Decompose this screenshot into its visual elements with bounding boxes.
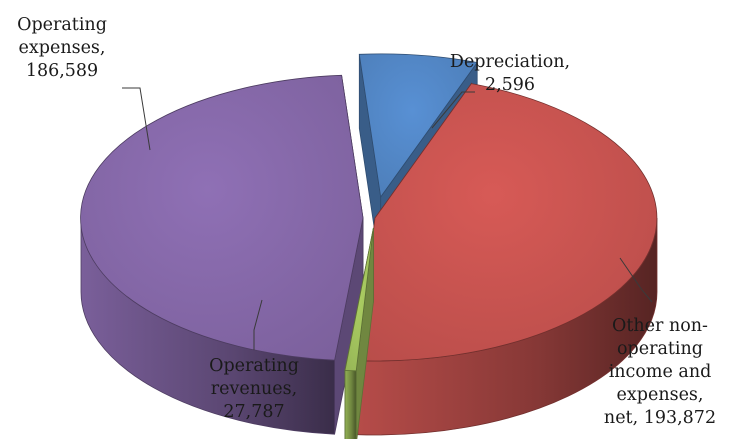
slice-label-other-non-operating-income-and-expenses-net: Other non-operating income and expenses, ne… [604,316,716,428]
slice-depreciation [344,228,374,443]
slice-top [344,228,374,372]
slices-layer [80,53,658,443]
slice-labels: Operating expenses, 186,589 Depreciation, 2,… [17,15,716,428]
slice-side [344,369,357,443]
slice-top [358,53,478,198]
leader-line-other-non-operating-income-and-expenses-net [619,257,653,303]
slice-label-operating-revenues: Operating revenues, 27,787 [209,356,299,422]
slice-label-depreciation: Depreciation, 2,596 [450,52,570,95]
leader-line-operating-revenues [253,299,263,350]
slice-label-operating-expenses: Operating expenses, 186,589 [17,15,107,81]
slice-top [80,74,364,361]
leader-lines [122,87,653,350]
slice-other-non-operating-income-and-expenses-net [80,74,364,435]
leader-line-depreciation [431,91,475,129]
leader-line-operating-expenses [122,87,151,151]
slice-top [357,83,658,362]
